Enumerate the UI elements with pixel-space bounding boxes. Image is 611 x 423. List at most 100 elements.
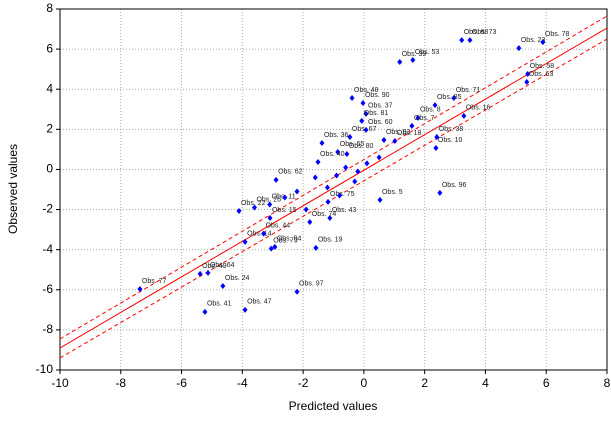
x-tick-label: 8 (604, 376, 611, 390)
point (294, 288, 300, 295)
x-tick-label: 0 (361, 376, 368, 390)
x-tick-label: 6 (543, 376, 550, 390)
point (376, 154, 382, 161)
point-label: Obs. 18 (397, 130, 422, 137)
point (337, 192, 343, 199)
point-label: Obs. 83 (386, 129, 411, 136)
point-label: Obs. 85 (437, 94, 462, 101)
point (268, 245, 274, 252)
point (352, 178, 358, 185)
point (392, 137, 398, 144)
point-label: Obs. 10 (438, 137, 463, 144)
point (197, 270, 203, 277)
point-label: Obs. 53 (415, 49, 440, 56)
point (516, 45, 522, 52)
point (313, 244, 319, 251)
point-label: Obs. 62 (278, 169, 303, 176)
x-tick-label: -6 (176, 376, 187, 390)
point (312, 174, 318, 181)
point (355, 168, 361, 175)
fit-line (60, 15, 607, 340)
point-label: Obs. 63 (529, 71, 554, 78)
fit-line (60, 38, 607, 359)
x-axis-label: Predicted values (289, 399, 378, 413)
point-label: Obs. 26 (256, 196, 281, 203)
point (273, 176, 279, 183)
x-tick-label: -8 (115, 376, 126, 390)
point-label: Obs. 37 (368, 103, 393, 110)
point (267, 214, 273, 221)
point (251, 204, 257, 211)
point (377, 196, 383, 203)
point (359, 117, 365, 124)
point-label: Obs. 49 (202, 263, 227, 270)
point (525, 70, 531, 77)
point-label: Obs. 65 (340, 141, 365, 148)
point-label: Obs. 71 (456, 87, 481, 94)
point (364, 160, 370, 167)
point (242, 306, 248, 313)
point-label: Obs. 5 (382, 189, 403, 196)
point-label: Obs. 47 (247, 299, 272, 306)
point (415, 114, 421, 121)
point-label: Obs. 44 (266, 222, 291, 229)
y-tick-label: -10 (36, 362, 54, 376)
point-label: Obs. 22 (241, 200, 266, 207)
point-label: Obs. 94 (277, 236, 302, 243)
point (220, 282, 226, 289)
point (303, 206, 309, 213)
point (334, 172, 340, 179)
point (434, 133, 440, 140)
y-tick-label: 0 (46, 162, 53, 176)
point (347, 133, 353, 140)
point-label: Obs. 19 (318, 237, 343, 244)
point (381, 136, 387, 143)
point-label: Obs. 8 (420, 107, 441, 114)
point (343, 164, 349, 171)
point (349, 95, 355, 102)
point-label: Obs. 79 (273, 238, 298, 245)
point-label: Obs. 40 (320, 151, 345, 158)
point-label: Obs. 48 (354, 87, 379, 94)
point (137, 285, 143, 292)
point-label: Obs. 77 (142, 278, 167, 285)
point (294, 188, 300, 195)
x-tick-label: 4 (482, 376, 489, 390)
y-tick-label: -4 (42, 242, 53, 256)
x-tick-label: -4 (237, 376, 248, 390)
point-label: Obs. 38 (439, 126, 464, 133)
point-label: Obs. 16 (466, 105, 491, 112)
y-tick-label: 2 (46, 122, 53, 136)
x-tick-label: -10 (51, 376, 69, 390)
point (409, 122, 415, 129)
point-label: Obs. 96 (442, 182, 467, 189)
y-tick-label: -6 (42, 282, 53, 296)
point-label: Obs. 75 (330, 191, 355, 198)
point (363, 126, 369, 133)
point-label: Obs. 23 (521, 37, 546, 44)
y-tick-label: 4 (46, 81, 53, 95)
point (467, 37, 473, 44)
point (267, 201, 273, 208)
y-tick-label: 8 (46, 1, 53, 15)
point (202, 308, 208, 315)
point-label: Obs. 90 (365, 92, 390, 99)
point (205, 269, 211, 276)
point-label: Obs. 81 (364, 110, 389, 117)
point (540, 39, 546, 46)
point (325, 198, 331, 205)
point-label: Obs. 58 (530, 63, 555, 70)
point (272, 243, 278, 250)
point-label: Obs. 41 (207, 301, 232, 308)
point (344, 151, 350, 158)
x-tick-label: -2 (298, 376, 309, 390)
point (524, 79, 530, 86)
point (451, 95, 457, 102)
point-label: Obs. 68 (464, 29, 489, 36)
point (360, 100, 366, 107)
point (437, 189, 443, 196)
fit-line (60, 27, 607, 349)
point-label: Obs. 36 (324, 132, 349, 139)
point (327, 214, 333, 221)
